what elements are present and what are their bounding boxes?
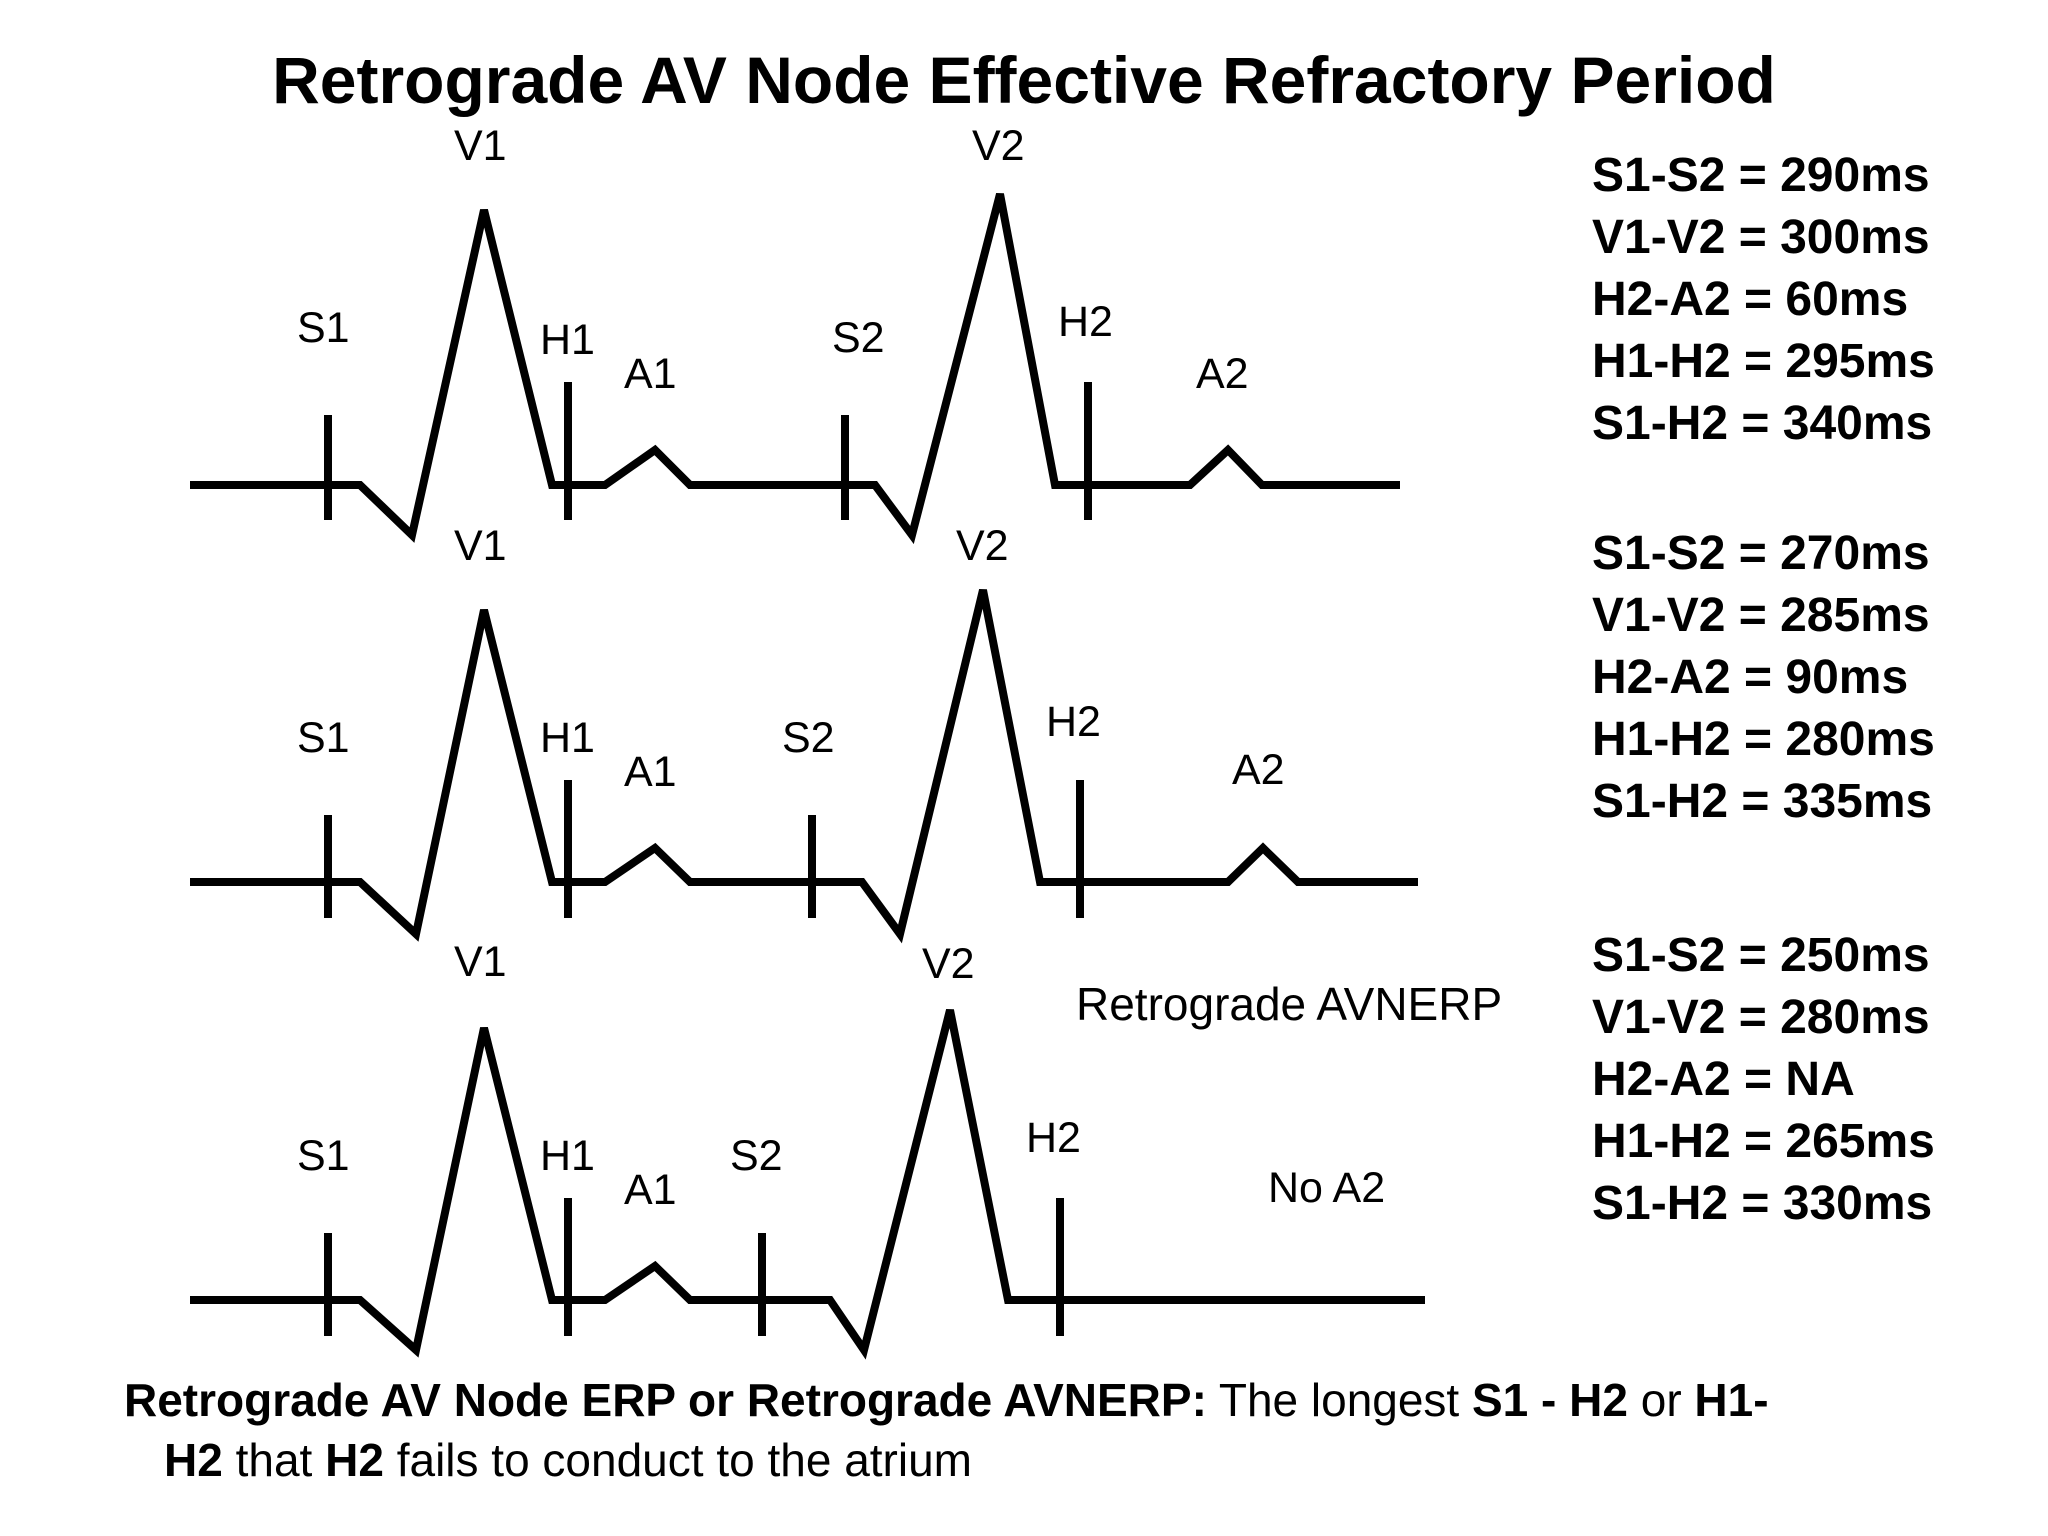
- label-s2-3: S2: [730, 1132, 783, 1180]
- measurement-s1-h2: S1-H2 = 330ms: [1592, 1177, 1933, 1230]
- label-h2-2: H2: [1046, 698, 1101, 746]
- label-a2-2: A2: [1232, 746, 1285, 794]
- definition-text-3: that: [222, 1434, 326, 1486]
- diagram-title: Retrograde AV Node Effective Refractory …: [272, 43, 1776, 117]
- measurement-h2-a2: H2-A2 = 90ms: [1592, 651, 1909, 704]
- measurements-panel-3: S1-S2 = 250ms V1-V2 = 280ms H2-A2 = NA H…: [1592, 925, 1935, 1235]
- measurement-v1-v2: V1-V2 = 285ms: [1592, 589, 1930, 642]
- label-h1-1: H1: [540, 316, 595, 364]
- definition-text-2: or: [1627, 1374, 1695, 1426]
- label-s2-1: S2: [832, 314, 885, 362]
- definition-bold-2: H1-: [1694, 1374, 1769, 1426]
- definition-text: Retrograde AV Node ERP or Retrograde AVN…: [124, 1370, 2024, 1490]
- egm-trace-3: S1 V1 H1 A1 S2 V2 H2 No A2: [190, 938, 1425, 1360]
- egm-trace-1: S1 V1 H1 A1 S2 V2 H2 A2: [190, 122, 1400, 545]
- label-h1-3: H1: [540, 1132, 595, 1180]
- label-v2-2: V2: [956, 522, 1009, 570]
- label-s1-1: S1: [297, 304, 350, 352]
- measurement-h1-h2: H1-H2 = 265ms: [1592, 1115, 1935, 1168]
- measurement-h2-a2: H2-A2 = 60ms: [1592, 273, 1909, 326]
- definition-text-4: fails to conduct to the atrium: [383, 1434, 972, 1486]
- label-v2-3: V2: [922, 940, 975, 988]
- label-v2-1: V2: [972, 122, 1025, 170]
- egm-trace-2: S1 V1 H1 A1 S2 V2 H2 A2: [190, 522, 1418, 944]
- definition-text-1: The longest: [1206, 1374, 1472, 1426]
- measurement-s1-s2: S1-S2 = 270ms: [1592, 527, 1930, 580]
- measurement-h2-a2: H2-A2 = NA: [1592, 1053, 1855, 1106]
- label-v1-1: V1: [454, 122, 507, 170]
- label-v1-3: V1: [454, 938, 507, 986]
- measurement-s1-h2: S1-H2 = 335ms: [1592, 775, 1933, 828]
- measurements-panel-2: S1-S2 = 270ms V1-V2 = 285ms H2-A2 = 90ms…: [1592, 523, 1935, 833]
- definition-bold-1: S1 - H2: [1472, 1374, 1628, 1426]
- label-a1-1: A1: [624, 350, 677, 398]
- measurement-s1-s2: S1-S2 = 290ms: [1592, 149, 1930, 202]
- definition-line-2: H2 that H2 fails to conduct to the atriu…: [124, 1430, 2024, 1490]
- label-s1-2: S1: [297, 714, 350, 762]
- measurement-v1-v2: V1-V2 = 300ms: [1592, 211, 1930, 264]
- measurement-s1-s2: S1-S2 = 250ms: [1592, 929, 1930, 982]
- label-s1-3: S1: [297, 1132, 350, 1180]
- label-h2-1: H2: [1058, 298, 1113, 346]
- measurement-v1-v2: V1-V2 = 280ms: [1592, 991, 1930, 1044]
- measurement-h1-h2: H1-H2 = 280ms: [1592, 713, 1935, 766]
- definition-bold-3: H2: [164, 1434, 223, 1486]
- measurements-panel-1: S1-S2 = 290ms V1-V2 = 300ms H2-A2 = 60ms…: [1592, 145, 1935, 455]
- definition-term: Retrograde AV Node ERP or Retrograde AVN…: [124, 1374, 1207, 1426]
- measurement-h1-h2: H1-H2 = 295ms: [1592, 335, 1935, 388]
- label-a1-2: A1: [624, 748, 677, 796]
- label-no-a2-3: No A2: [1268, 1164, 1385, 1212]
- label-h1-2: H1: [540, 714, 595, 762]
- label-h2-3: H2: [1026, 1114, 1081, 1162]
- definition-bold-4: H2: [325, 1434, 384, 1486]
- label-a2-1: A2: [1196, 350, 1249, 398]
- label-v1-2: V1: [454, 522, 507, 570]
- label-a1-3: A1: [624, 1166, 677, 1214]
- retrograde-avnerp-annotation: Retrograde AVNERP: [1076, 978, 1503, 1030]
- measurement-s1-h2: S1-H2 = 340ms: [1592, 397, 1933, 450]
- egm-waveform-3: [190, 1009, 1425, 1360]
- label-s2-2: S2: [782, 714, 835, 762]
